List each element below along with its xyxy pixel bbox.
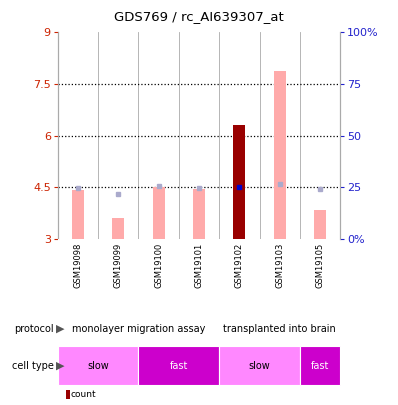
Text: GSM19103: GSM19103: [275, 243, 284, 288]
Bar: [139, 346, 219, 385]
Bar: [314, 210, 326, 239]
Text: GSM19105: GSM19105: [316, 243, 325, 288]
Text: GSM19098: GSM19098: [73, 243, 82, 288]
Bar: [219, 346, 300, 385]
Bar: [58, 346, 139, 385]
Text: cell type: cell type: [12, 360, 54, 371]
Bar: [193, 189, 205, 239]
Text: GSM19100: GSM19100: [154, 243, 163, 288]
Bar: [152, 187, 165, 239]
Text: count: count: [71, 390, 97, 399]
Text: GSM19099: GSM19099: [114, 243, 123, 288]
Text: fast: fast: [170, 360, 188, 371]
Bar: [233, 126, 246, 239]
Text: GSM19102: GSM19102: [235, 243, 244, 288]
Text: protocol: protocol: [14, 324, 54, 334]
Text: transplanted into brain: transplanted into brain: [223, 324, 336, 334]
Text: ▶: ▶: [56, 324, 64, 334]
Bar: [112, 217, 124, 239]
Bar: [300, 346, 340, 385]
Text: ▶: ▶: [56, 360, 64, 371]
Text: fast: fast: [311, 360, 329, 371]
Text: monolayer migration assay: monolayer migration assay: [72, 324, 205, 334]
Bar: [72, 190, 84, 239]
Text: slow: slow: [87, 360, 109, 371]
Bar: [274, 71, 286, 239]
Text: GSM19101: GSM19101: [195, 243, 203, 288]
Text: GDS769 / rc_AI639307_at: GDS769 / rc_AI639307_at: [114, 10, 284, 23]
Text: slow: slow: [249, 360, 270, 371]
